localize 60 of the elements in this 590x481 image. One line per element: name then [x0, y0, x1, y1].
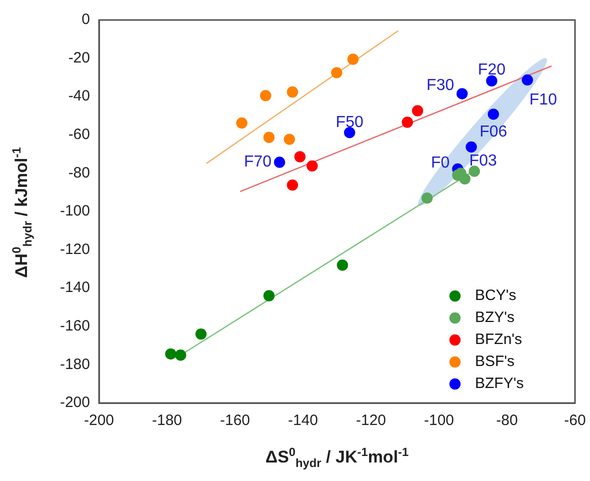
point — [344, 127, 356, 138]
legend-label: BCY's — [475, 287, 516, 304]
annotation: F0 — [431, 154, 450, 172]
point — [306, 160, 318, 172]
legend-label: BFZn's — [475, 331, 522, 348]
x-axis-title: ΔS$^{0}$$_{hydr}$ / JK$^{-1}$mol$^{-1}$ — [264, 445, 410, 470]
x-tick-label: -180 — [152, 412, 182, 430]
point — [422, 192, 433, 204]
point — [331, 67, 342, 78]
legend-label: BSF's — [475, 353, 515, 370]
point — [402, 116, 413, 128]
point — [294, 151, 306, 162]
annotation: F20 — [478, 61, 506, 78]
point — [468, 166, 480, 177]
point — [236, 117, 248, 129]
y-tick-label: -140 — [60, 279, 90, 296]
x-tick-label: -160 — [220, 412, 250, 430]
x-tick-label: -60 — [564, 412, 586, 430]
annotation: F30 — [426, 77, 454, 94]
annotation: F50 — [336, 114, 364, 132]
point — [286, 179, 298, 191]
y-tick-label: -40 — [68, 88, 90, 105]
x-tick-label: -140 — [288, 412, 318, 430]
point — [260, 90, 272, 102]
point — [486, 75, 498, 86]
point — [347, 54, 359, 65]
y-tick-label: -160 — [60, 318, 90, 335]
point — [488, 108, 499, 120]
legend-label: BZY's — [475, 309, 515, 326]
point — [274, 156, 286, 168]
x-tick-label: -80 — [496, 412, 518, 430]
annotation: F03 — [469, 152, 497, 170]
y-tick-label: -20 — [68, 49, 90, 66]
annotation: F06 — [480, 124, 508, 141]
annotation: F70 — [244, 154, 272, 171]
x-tick-label: -200 — [84, 412, 114, 430]
x-tick-label: -100 — [424, 412, 454, 430]
point — [522, 74, 533, 86]
annotation: F10 — [529, 91, 558, 108]
y-tick-label: -120 — [60, 240, 90, 258]
point — [456, 88, 468, 100]
point — [263, 290, 275, 302]
point — [412, 105, 424, 116]
y-tick-label: 0 — [82, 11, 90, 28]
point — [286, 86, 298, 98]
point — [284, 134, 295, 145]
point — [336, 260, 348, 271]
legend-label: BZFY's — [475, 375, 524, 392]
point — [165, 348, 176, 360]
point — [195, 328, 207, 340]
point — [175, 350, 186, 361]
point — [466, 141, 477, 153]
y-tick-label: -200 — [60, 394, 90, 412]
x-tick-label: -120 — [356, 412, 386, 430]
y-tick-label: -80 — [68, 164, 90, 182]
point — [459, 173, 470, 185]
y-tick-label: -60 — [68, 126, 90, 144]
y-tick-label: -100 — [60, 202, 90, 220]
y-tick-label: -180 — [60, 356, 90, 373]
point — [263, 132, 275, 143]
